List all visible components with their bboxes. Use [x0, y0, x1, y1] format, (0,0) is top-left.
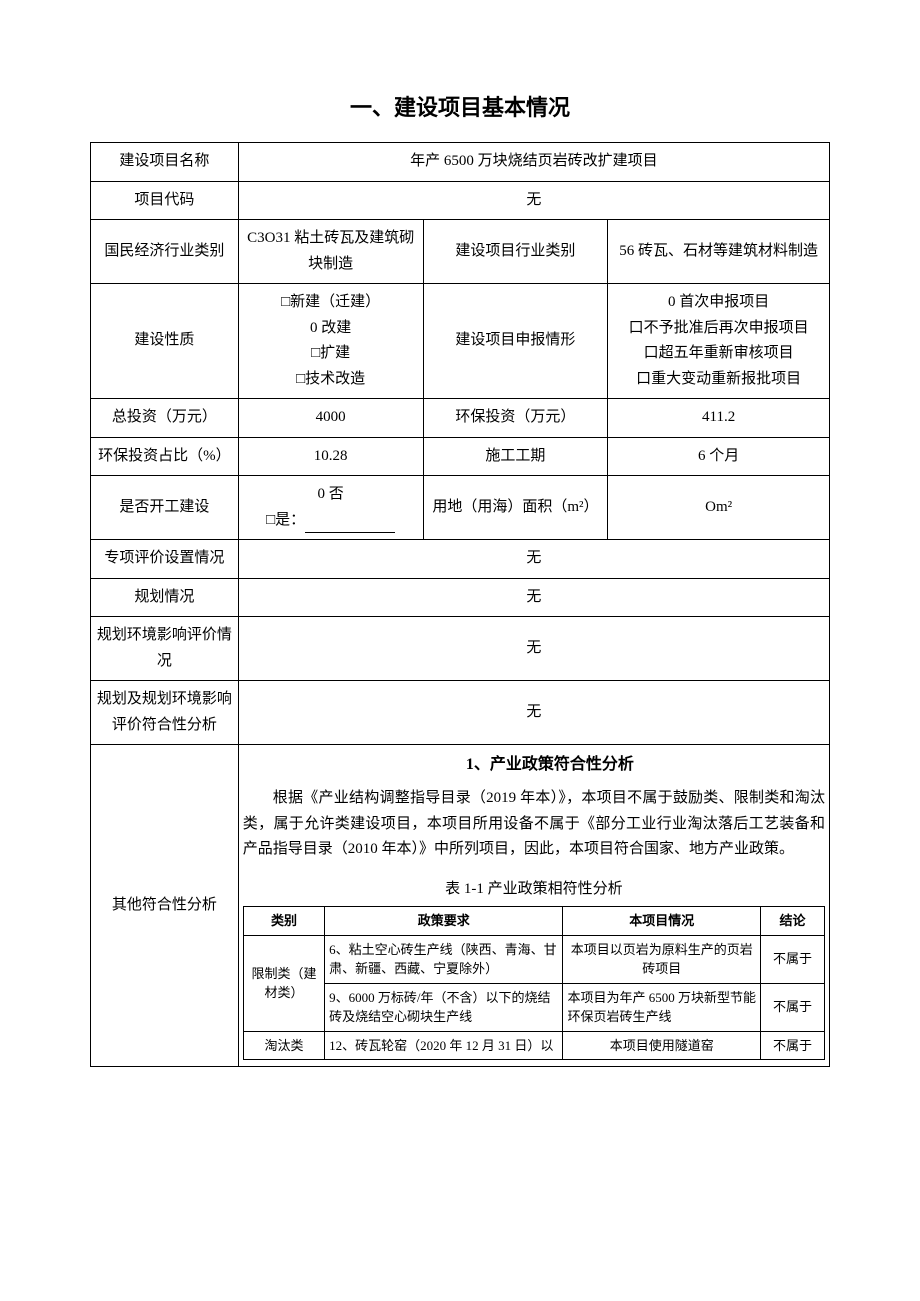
opt: 0 首次申报项目	[668, 294, 769, 310]
table-row: 规划环境影响评价情况 无	[91, 617, 830, 681]
label-env-ratio: 环保投资占比（%）	[91, 437, 239, 476]
table-row: 规划及规划环境影响评价符合性分析 无	[91, 681, 830, 745]
inner-situ: 本项目以页岩为原料生产的页岩砖项目	[563, 935, 761, 983]
analysis-section-title: 1、产业政策符合性分析	[275, 751, 825, 778]
label-build-nature: 建设性质	[91, 284, 239, 399]
value-special: 无	[238, 540, 829, 579]
opt: 口重大变动重新报批项目	[636, 371, 801, 387]
value-started: 0 否 □是：	[238, 476, 423, 540]
inner-th: 类别	[243, 907, 324, 936]
label-econ-class: 国民经济行业类别	[91, 220, 239, 284]
opt: 口超五年重新审核项目	[644, 345, 794, 361]
opt: 0 改建	[310, 320, 351, 336]
label-special: 专项评价设置情况	[91, 540, 239, 579]
inner-th: 结论	[761, 907, 825, 936]
label-started: 是否开工建设	[91, 476, 239, 540]
table-row: 项目代码 无	[91, 181, 830, 220]
value-plan-conf: 无	[238, 681, 829, 745]
page-title: 一、建设项目基本情况	[90, 90, 830, 122]
inner-req: 9、6000 万标砖/年（不含）以下的烧结砖及烧结空心砌块生产线	[325, 983, 563, 1031]
value-env-invest: 411.2	[608, 399, 830, 438]
inner-req: 6、粘土空心砖生产线（陕西、青海、甘肃、新疆、西藏、宁夏除外）	[325, 935, 563, 983]
opt: □技术改造	[296, 371, 365, 387]
table-row: 专项评价设置情况 无	[91, 540, 830, 579]
table-row: 其他符合性分析 1、产业政策符合性分析 根据《产业结构调整指导目录（2019 年…	[91, 745, 830, 1067]
inner-conc: 不属于	[761, 935, 825, 983]
table-row: 规划情况 无	[91, 578, 830, 617]
label-plan: 规划情况	[91, 578, 239, 617]
opt: □新建（迁建）	[281, 294, 380, 310]
inner-header-row: 类别 政策要求 本项目情况 结论	[243, 907, 824, 936]
inner-table: 类别 政策要求 本项目情况 结论 限制类（建材类） 6、粘土空心砖生产线（陕西、…	[243, 906, 825, 1060]
inner-situ: 本项目使用隧道窑	[563, 1031, 761, 1060]
analysis-para: 根据《产业结构调整指导目录（2019 年本）》，本项目不属于鼓励类、限制类和淘汰…	[243, 786, 825, 863]
value-project-name: 年产 6500 万块烧结页岩砖改扩建项目	[238, 143, 829, 182]
label-project-name: 建设项目名称	[91, 143, 239, 182]
inner-conc: 不属于	[761, 1031, 825, 1060]
blank-line	[305, 532, 395, 533]
inner-cat: 淘汰类	[243, 1031, 324, 1060]
value-econ-class: C3O31 粘土砖瓦及建筑砌块制造	[238, 220, 423, 284]
label-apply: 建设项目申报情形	[423, 284, 608, 399]
table-row: 国民经济行业类别 C3O31 粘土砖瓦及建筑砌块制造 建设项目行业类别 56 砖…	[91, 220, 830, 284]
label-land: 用地（用海）面积（m²）	[423, 476, 608, 540]
inner-table-caption: 表 1-1 产业政策相符性分析	[243, 877, 825, 903]
value-build-nature: □新建（迁建） 0 改建 □扩建 □技术改造	[238, 284, 423, 399]
table-row: 建设性质 □新建（迁建） 0 改建 □扩建 □技术改造 建设项目申报情形 0 首…	[91, 284, 830, 399]
inner-conc: 不属于	[761, 983, 825, 1031]
inner-row: 9、6000 万标砖/年（不含）以下的烧结砖及烧结空心砌块生产线 本项目为年产 …	[243, 983, 824, 1031]
value-total-invest: 4000	[238, 399, 423, 438]
label-period: 施工工期	[423, 437, 608, 476]
inner-th: 政策要求	[325, 907, 563, 936]
label-other: 其他符合性分析	[91, 745, 239, 1067]
label-ind-class: 建设项目行业类别	[423, 220, 608, 284]
value-plan: 无	[238, 578, 829, 617]
inner-row: 限制类（建材类） 6、粘土空心砖生产线（陕西、青海、甘肃、新疆、西藏、宁夏除外）…	[243, 935, 824, 983]
label-project-code: 项目代码	[91, 181, 239, 220]
value-ind-class: 56 砖瓦、石材等建筑材料制造	[608, 220, 830, 284]
value-land: Om²	[608, 476, 830, 540]
label-env-invest: 环保投资（万元）	[423, 399, 608, 438]
opt: □是：	[266, 512, 305, 528]
label-plan-env: 规划环境影响评价情况	[91, 617, 239, 681]
value-env-ratio: 10.28	[238, 437, 423, 476]
inner-req: 12、砖瓦轮窑（2020 年 12 月 31 日）以	[325, 1031, 563, 1060]
table-row: 建设项目名称 年产 6500 万块烧结页岩砖改扩建项目	[91, 143, 830, 182]
value-period: 6 个月	[608, 437, 830, 476]
inner-row: 淘汰类 12、砖瓦轮窑（2020 年 12 月 31 日）以 本项目使用隧道窑 …	[243, 1031, 824, 1060]
value-plan-env: 无	[238, 617, 829, 681]
label-total-invest: 总投资（万元）	[91, 399, 239, 438]
table-row: 环保投资占比（%） 10.28 施工工期 6 个月	[91, 437, 830, 476]
inner-cat: 限制类（建材类）	[243, 935, 324, 1031]
table-row: 是否开工建设 0 否 □是： 用地（用海）面积（m²） Om²	[91, 476, 830, 540]
opt: 口不予批准后再次申报项目	[629, 320, 809, 336]
inner-th: 本项目情况	[563, 907, 761, 936]
value-apply: 0 首次申报项目 口不予批准后再次申报项目 口超五年重新审核项目 口重大变动重新…	[608, 284, 830, 399]
value-other: 1、产业政策符合性分析 根据《产业结构调整指导目录（2019 年本）》，本项目不…	[238, 745, 829, 1067]
table-row: 总投资（万元） 4000 环保投资（万元） 411.2	[91, 399, 830, 438]
main-table: 建设项目名称 年产 6500 万块烧结页岩砖改扩建项目 项目代码 无 国民经济行…	[90, 142, 830, 1067]
inner-situ: 本项目为年产 6500 万块新型节能环保页岩砖生产线	[563, 983, 761, 1031]
opt: □扩建	[311, 345, 350, 361]
label-plan-conf: 规划及规划环境影响评价符合性分析	[91, 681, 239, 745]
opt: 0 否	[318, 486, 344, 502]
value-project-code: 无	[238, 181, 829, 220]
